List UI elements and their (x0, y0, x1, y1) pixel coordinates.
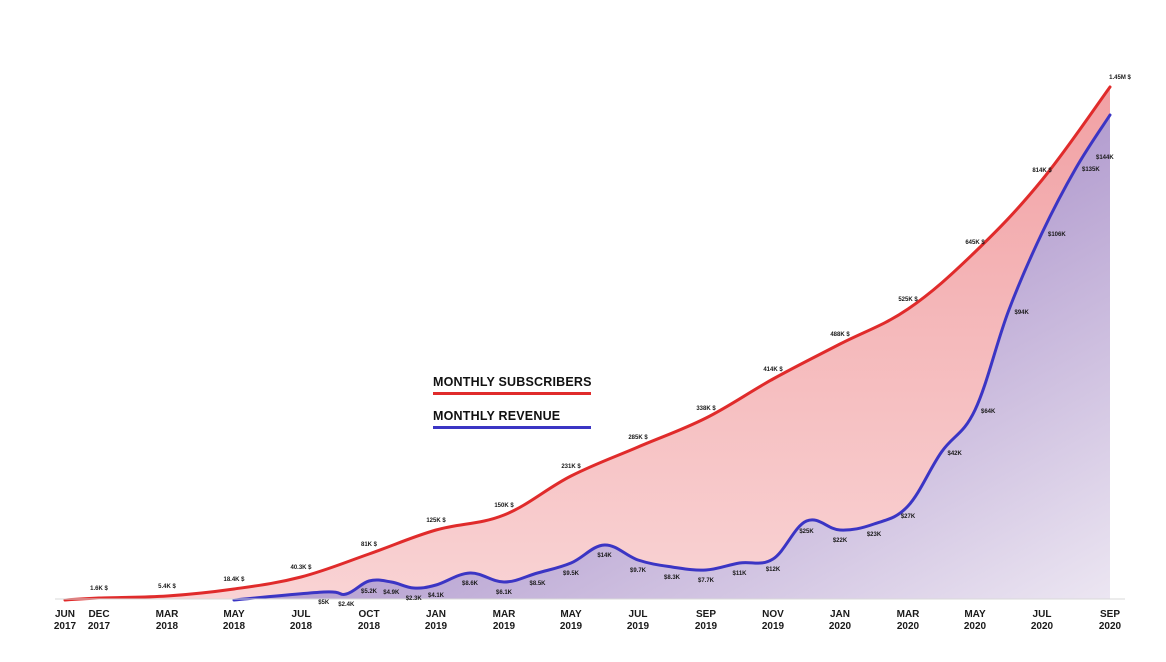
data-label-subscribers: 488K $ (830, 332, 850, 338)
data-label-revenue: $12K (766, 567, 781, 573)
x-tick-year-label: 2018 (156, 621, 179, 632)
area-monthly-subscribers (65, 87, 1110, 600)
data-label-revenue: $8.5K (529, 581, 546, 587)
data-label-revenue: $2.3K (406, 596, 423, 602)
x-tick-year-label: 2020 (1099, 621, 1122, 632)
data-label-revenue: $14K (597, 553, 612, 559)
area-monthly-revenue (234, 115, 1110, 600)
data-label-revenue: $5K (318, 600, 330, 606)
x-tick-month-label: MAR (897, 609, 921, 620)
legend: MONTHLY SUBSCRIBERS MONTHLY REVENUE (433, 375, 592, 429)
x-tick-month-label: MAY (223, 609, 245, 620)
data-label-revenue: $4.1K (428, 593, 445, 599)
x-tick-year-label: 2017 (54, 621, 77, 632)
x-tick-year-label: 2019 (762, 621, 785, 632)
data-label-subscribers: 814K $ (1032, 168, 1052, 174)
data-label-subscribers: 150K $ (494, 503, 514, 509)
data-label-subscribers: 18.4K $ (223, 577, 245, 583)
legend-swatch (433, 392, 591, 395)
data-label-subscribers: 525K $ (898, 297, 918, 303)
data-label-revenue: $5.2K (361, 589, 378, 595)
data-label-subscribers: 338K $ (696, 406, 716, 412)
x-tick-year-label: 2019 (493, 621, 516, 632)
data-label-subscribers: 1.45M $ (1109, 75, 1131, 81)
data-label-subscribers: 414K $ (763, 367, 783, 373)
data-label-layer: 1.6K $ 5.4K $ 18.4K $ 40.3K $ 81K $ 125K $ 150… (90, 75, 1131, 608)
data-label-subscribers: 5.4K $ (158, 584, 176, 590)
x-tick-month-label: MAY (964, 609, 986, 620)
x-tick-year-label: 2017 (88, 621, 111, 632)
data-label-revenue: $22K (833, 538, 848, 544)
x-tick-month-label: JUL (292, 609, 311, 620)
x-tick-month-label: JAN (426, 609, 446, 620)
legend-label: MONTHLY SUBSCRIBERS (433, 375, 592, 389)
data-label-revenue: $2.4K (338, 602, 355, 608)
data-label-revenue: $6.1K (496, 590, 513, 596)
x-tick-month-label: MAR (493, 609, 517, 620)
x-tick-month-label: OCT (358, 609, 379, 620)
legend-label: MONTHLY REVENUE (433, 409, 560, 423)
legend-swatch (433, 426, 591, 429)
line-layer (63, 85, 1112, 602)
x-tick-year-label: 2020 (897, 621, 920, 632)
data-label-revenue: $64K (981, 409, 996, 415)
x-tick-month-label: JUL (629, 609, 648, 620)
data-label-revenue: $144K (1096, 155, 1114, 161)
x-tick-month-label: JUN (55, 609, 75, 620)
x-tick-month-label: JAN (830, 609, 850, 620)
data-label-revenue: $9.5K (563, 571, 580, 577)
data-label-revenue: $4.9K (383, 590, 400, 596)
data-label-revenue: $42K (948, 451, 963, 457)
data-label-subscribers: 125K $ (426, 518, 446, 524)
x-tick-year-label: 2018 (223, 621, 246, 632)
data-label-revenue: $23K (867, 532, 882, 538)
x-tick-year-label: 2018 (358, 621, 381, 632)
x-tick-month-label: JUL (1033, 609, 1052, 620)
x-tick-year-label: 2019 (627, 621, 650, 632)
data-label-revenue: $135K (1082, 167, 1100, 173)
line-monthly-subscribers (63, 85, 1112, 602)
x-tick-year-label: 2019 (695, 621, 718, 632)
x-tick-month-label: MAR (156, 609, 180, 620)
x-tick-year-label: 2020 (829, 621, 852, 632)
data-label-revenue: $11K (732, 571, 747, 577)
data-label-revenue: $8.3K (664, 575, 681, 581)
data-label-revenue: $8.6K (462, 581, 479, 587)
data-label-subscribers: 285K $ (628, 435, 648, 441)
data-label-revenue: $27K (901, 514, 916, 520)
x-tick-year-label: 2020 (964, 621, 987, 632)
data-label-revenue: $94K (1015, 310, 1030, 316)
data-label-subscribers: 40.3K $ (290, 565, 312, 571)
data-label-subscribers: 1.6K $ (90, 586, 108, 592)
data-label-revenue: $106K (1048, 232, 1066, 238)
x-tick-month-label: SEP (696, 609, 716, 620)
data-label-subscribers: 645K $ (965, 240, 985, 246)
x-tick-year-label: 2018 (290, 621, 313, 632)
area-layer (65, 87, 1110, 600)
x-tick-month-label: DEC (88, 609, 109, 620)
x-tick-month-label: SEP (1100, 609, 1120, 620)
line-monthly-revenue (232, 113, 1112, 602)
x-axis-ticks: JUN2017DEC2017MAR2018MAY2018JUL2018OCT20… (54, 609, 1122, 632)
data-label-subscribers: 81K $ (361, 542, 378, 548)
x-tick-month-label: MAY (560, 609, 582, 620)
data-label-subscribers: 231K $ (561, 464, 581, 470)
x-tick-year-label: 2020 (1031, 621, 1054, 632)
data-label-revenue: $25K (799, 529, 814, 535)
x-tick-month-label: NOV (762, 609, 784, 620)
data-label-revenue: $7.7K (698, 578, 715, 584)
x-tick-year-label: 2019 (425, 621, 448, 632)
data-label-revenue: $9.7K (630, 568, 647, 574)
x-tick-year-label: 2019 (560, 621, 583, 632)
